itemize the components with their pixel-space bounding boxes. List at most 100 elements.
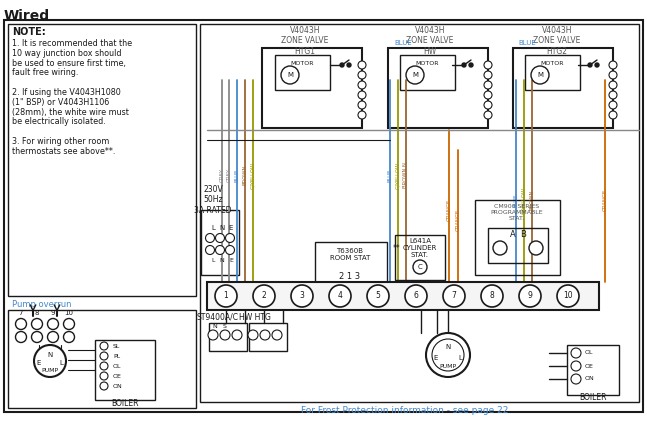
Text: BLUE: BLUE — [234, 168, 239, 182]
Circle shape — [571, 361, 581, 371]
Text: N: N — [213, 324, 217, 328]
Text: 3: 3 — [300, 292, 305, 300]
Text: thermostats see above**.: thermostats see above**. — [12, 147, 115, 156]
Circle shape — [63, 319, 74, 330]
Circle shape — [469, 63, 473, 67]
Circle shape — [358, 101, 366, 109]
Bar — [8, 24, 196, 296]
Circle shape — [462, 63, 466, 67]
Bar — [315, 242, 387, 287]
Text: C: C — [417, 264, 422, 270]
Circle shape — [484, 71, 492, 79]
Circle shape — [100, 342, 108, 350]
Text: N: N — [47, 352, 52, 358]
Text: 10 way junction box should: 10 way junction box should — [12, 49, 122, 58]
Text: 1. It is recommended that the: 1. It is recommended that the — [12, 39, 132, 48]
Bar — [207, 282, 599, 310]
Circle shape — [226, 246, 234, 254]
Circle shape — [413, 260, 427, 274]
Text: 2. If using the V4043H1080: 2. If using the V4043H1080 — [12, 88, 121, 97]
Text: 3. For wiring other room: 3. For wiring other room — [12, 137, 109, 146]
Bar — [388, 48, 488, 128]
Circle shape — [609, 71, 617, 79]
Circle shape — [232, 330, 242, 340]
Circle shape — [531, 66, 549, 84]
Circle shape — [484, 111, 492, 119]
Text: 4: 4 — [338, 292, 342, 300]
Circle shape — [347, 63, 351, 67]
Circle shape — [481, 285, 503, 307]
Text: BLUE: BLUE — [514, 193, 518, 207]
Bar — [200, 24, 639, 402]
Text: BOILER: BOILER — [111, 398, 138, 408]
Circle shape — [32, 319, 43, 330]
Text: ON: ON — [113, 384, 123, 389]
Circle shape — [220, 330, 230, 340]
Text: M: M — [412, 72, 418, 78]
Text: MOTOR: MOTOR — [415, 60, 439, 65]
Text: BOILER: BOILER — [579, 393, 607, 403]
Text: L: L — [212, 257, 215, 262]
Circle shape — [248, 330, 258, 340]
Text: BROWN: BROWN — [243, 165, 248, 185]
Text: BROWN: BROWN — [529, 190, 534, 210]
Circle shape — [16, 332, 27, 343]
Text: BLUE: BLUE — [394, 40, 411, 46]
Text: ORANGE: ORANGE — [446, 199, 452, 221]
Circle shape — [215, 233, 225, 243]
Text: be electrically isolated.: be electrically isolated. — [12, 117, 105, 127]
Bar — [262, 48, 362, 128]
Text: OE: OE — [585, 363, 594, 368]
Bar — [395, 235, 445, 280]
Circle shape — [609, 111, 617, 119]
Text: 9: 9 — [527, 292, 532, 300]
Circle shape — [609, 91, 617, 99]
Text: V4043H
ZONE VALVE
HW: V4043H ZONE VALVE HW — [406, 26, 454, 56]
Circle shape — [609, 101, 617, 109]
Circle shape — [260, 330, 270, 340]
Circle shape — [405, 285, 427, 307]
Text: **: ** — [393, 244, 400, 253]
Text: L: L — [458, 355, 462, 361]
Circle shape — [272, 330, 282, 340]
Text: PUMP: PUMP — [439, 365, 457, 370]
Text: L: L — [211, 225, 215, 231]
Circle shape — [16, 319, 27, 330]
Circle shape — [63, 332, 74, 343]
Circle shape — [215, 285, 237, 307]
Text: 6: 6 — [413, 292, 419, 300]
Circle shape — [595, 63, 599, 67]
Text: (28mm), the white wire must: (28mm), the white wire must — [12, 108, 129, 116]
Text: 2 1 3: 2 1 3 — [340, 272, 360, 281]
Circle shape — [443, 285, 465, 307]
Text: 9: 9 — [50, 310, 55, 316]
Bar — [201, 210, 239, 275]
Text: Pump overrun: Pump overrun — [12, 300, 72, 309]
Circle shape — [557, 285, 579, 307]
Circle shape — [609, 61, 617, 69]
Circle shape — [358, 91, 366, 99]
Text: ON: ON — [585, 376, 595, 381]
Text: CM900 SERIES
PROGRAMMABLE
STAT.: CM900 SERIES PROGRAMMABLE STAT. — [490, 204, 543, 221]
Bar — [8, 310, 196, 408]
Circle shape — [406, 66, 424, 84]
Circle shape — [34, 345, 66, 377]
Text: ORANGE: ORANGE — [602, 189, 608, 211]
Text: BROWN N: BROWN N — [404, 162, 408, 188]
Text: ST9400A/C: ST9400A/C — [197, 313, 239, 322]
Text: E: E — [229, 225, 233, 231]
Text: 10: 10 — [65, 310, 74, 316]
Text: G/YELLOW: G/YELLOW — [521, 187, 527, 214]
Circle shape — [32, 332, 43, 343]
Text: GREY: GREY — [219, 168, 225, 182]
Circle shape — [358, 111, 366, 119]
Text: G/YELLOW: G/YELLOW — [250, 162, 256, 189]
Text: 10: 10 — [563, 292, 573, 300]
Text: be used to ensure first time,: be used to ensure first time, — [12, 59, 126, 68]
Circle shape — [47, 319, 58, 330]
Circle shape — [432, 339, 464, 371]
Circle shape — [358, 71, 366, 79]
Text: BLUE: BLUE — [518, 40, 536, 46]
Text: MOTOR: MOTOR — [291, 60, 314, 65]
Circle shape — [571, 374, 581, 384]
